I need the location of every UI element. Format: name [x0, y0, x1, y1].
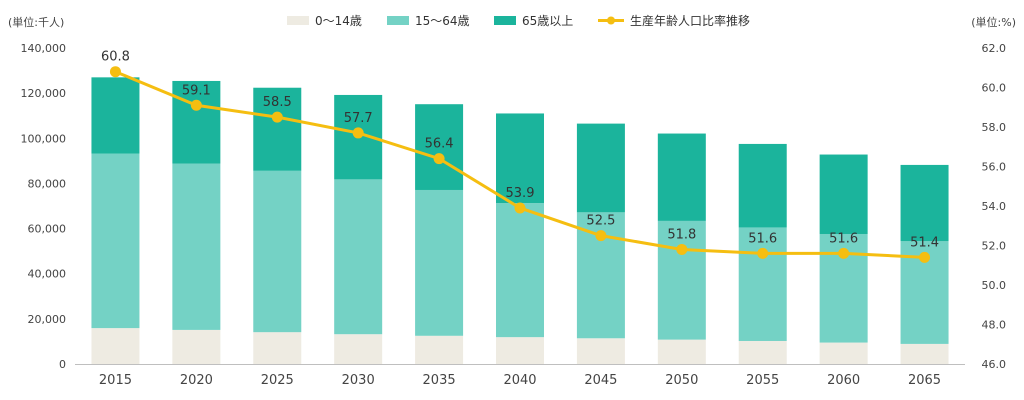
bar-segment: [172, 329, 221, 364]
legend-swatch: [287, 16, 309, 25]
ratio-line: [109, 66, 931, 263]
x-tick-label: 2035: [423, 373, 456, 388]
left-tick-label: 100,000: [21, 132, 67, 145]
bar-segment: [172, 80, 221, 164]
x-tick-label: 2025: [261, 373, 294, 388]
bar-segment: [334, 179, 383, 335]
x-tick-label: 2065: [908, 373, 941, 388]
bar-segment: [657, 339, 706, 364]
x-tick-label: 2055: [746, 373, 779, 388]
ratio-data-label: 57.7: [344, 111, 373, 126]
left-tick-label: 40,000: [28, 268, 67, 281]
ratio-data-label: 51.6: [829, 231, 858, 246]
bar-segment: [657, 220, 706, 340]
ratio-data-label: 51.8: [667, 227, 696, 242]
x-axis-ticks: 2015 2020 2025 2030 2035 2040 2045 2050 2055 2060…: [99, 373, 941, 388]
bar-segment: [172, 163, 221, 330]
ratio-data-label: 60.8: [101, 50, 130, 65]
bar-segment: [576, 123, 625, 213]
legend-label: 15～64歳: [415, 14, 470, 28]
right-tick-label: 62.0: [982, 42, 1007, 55]
ratio-point: [676, 243, 688, 255]
ratio-data-label: 56.4: [425, 137, 454, 152]
ratio-data-label: 52.5: [586, 214, 615, 229]
left-tick-label: 60,000: [28, 223, 67, 236]
ratio-data-labels: 60.8 59.1 58.5 57.7 56.4 53.9 52.5 51.8 51.6 51.6…: [101, 50, 939, 251]
bar-segment: [738, 227, 787, 341]
right-tick-label: 50.0: [982, 279, 1007, 292]
bar-segment: [900, 164, 949, 242]
bar-segment: [415, 189, 464, 336]
bar-segment: [900, 343, 949, 364]
ratio-point: [919, 251, 931, 263]
x-tick-label: 2040: [503, 373, 536, 388]
x-tick-label: 2015: [99, 373, 132, 388]
bar-segment: [253, 87, 302, 171]
bar-segment: [738, 340, 787, 364]
right-axis-ticks: 46.0 48.0 50.0 52.0 54.0 56.0 58.0 60.0 62.0: [982, 42, 1007, 371]
legend-label: 65歳以上: [522, 14, 573, 28]
bar-segment: [91, 328, 140, 364]
right-tick-label: 56.0: [982, 161, 1007, 174]
legend: 0～14歳 15～64歳 65歳以上 生産年齢人口比率推移: [287, 13, 750, 28]
x-tick-label: 2020: [180, 373, 213, 388]
left-axis-unit-label: (単位:千人): [8, 15, 64, 29]
left-axis-ticks: 0 20,000 40,000 60,000 80,000 100,000 120,000 1…: [21, 42, 67, 371]
legend-swatch: [387, 16, 409, 25]
right-tick-label: 46.0: [982, 358, 1007, 371]
right-tick-label: 58.0: [982, 121, 1007, 134]
ratio-point: [433, 153, 445, 165]
ratio-point: [838, 247, 850, 259]
ratio-point: [352, 127, 364, 139]
ratio-data-label: 53.9: [506, 186, 535, 201]
legend-label: 生産年齢人口比率推移: [630, 13, 750, 28]
ratio-point: [757, 247, 769, 259]
ratio-point: [595, 230, 607, 242]
right-axis-unit-label: (単位:%): [971, 15, 1016, 29]
left-tick-label: 140,000: [21, 42, 67, 55]
bar-segment: [819, 154, 868, 234]
bar-segment: [576, 338, 625, 364]
ratio-point: [514, 202, 526, 214]
ratio-data-label: 58.5: [263, 95, 292, 110]
x-tick-label: 2050: [665, 373, 698, 388]
bar-segment: [496, 203, 544, 338]
bar-segment: [253, 332, 302, 364]
bar-segment: [415, 104, 464, 190]
ratio-data-label: 59.1: [182, 83, 211, 98]
bar-segment: [91, 77, 140, 154]
right-tick-label: 52.0: [982, 240, 1007, 253]
x-tick-label: 2030: [342, 373, 375, 388]
ratio-point: [190, 99, 202, 111]
bar-segment: [496, 113, 544, 204]
ratio-data-label: 51.4: [910, 235, 939, 250]
left-tick-label: 80,000: [28, 177, 67, 190]
ratio-point: [109, 66, 121, 78]
legend-line-marker: [607, 16, 615, 25]
bar-segment: [657, 133, 706, 221]
right-tick-label: 54.0: [982, 200, 1007, 213]
ratio-point: [271, 111, 283, 123]
right-tick-label: 48.0: [982, 319, 1007, 332]
right-tick-label: 60.0: [982, 82, 1007, 95]
x-tick-label: 2060: [827, 373, 860, 388]
bar-segment: [253, 170, 302, 333]
legend-swatch: [494, 16, 516, 25]
legend-label: 0～14歳: [315, 14, 362, 28]
bar-segment: [819, 342, 868, 364]
left-tick-label: 20,000: [28, 313, 67, 326]
bar-segment: [496, 337, 544, 364]
bars: [91, 77, 949, 364]
left-tick-label: 0: [59, 358, 66, 371]
ratio-data-label: 51.6: [748, 231, 777, 246]
bar-segment: [415, 335, 464, 364]
bar-segment: [738, 143, 787, 228]
x-tick-label: 2045: [584, 373, 617, 388]
bar-segment: [91, 153, 140, 329]
left-tick-label: 120,000: [21, 87, 67, 100]
bar-segment: [334, 334, 383, 364]
